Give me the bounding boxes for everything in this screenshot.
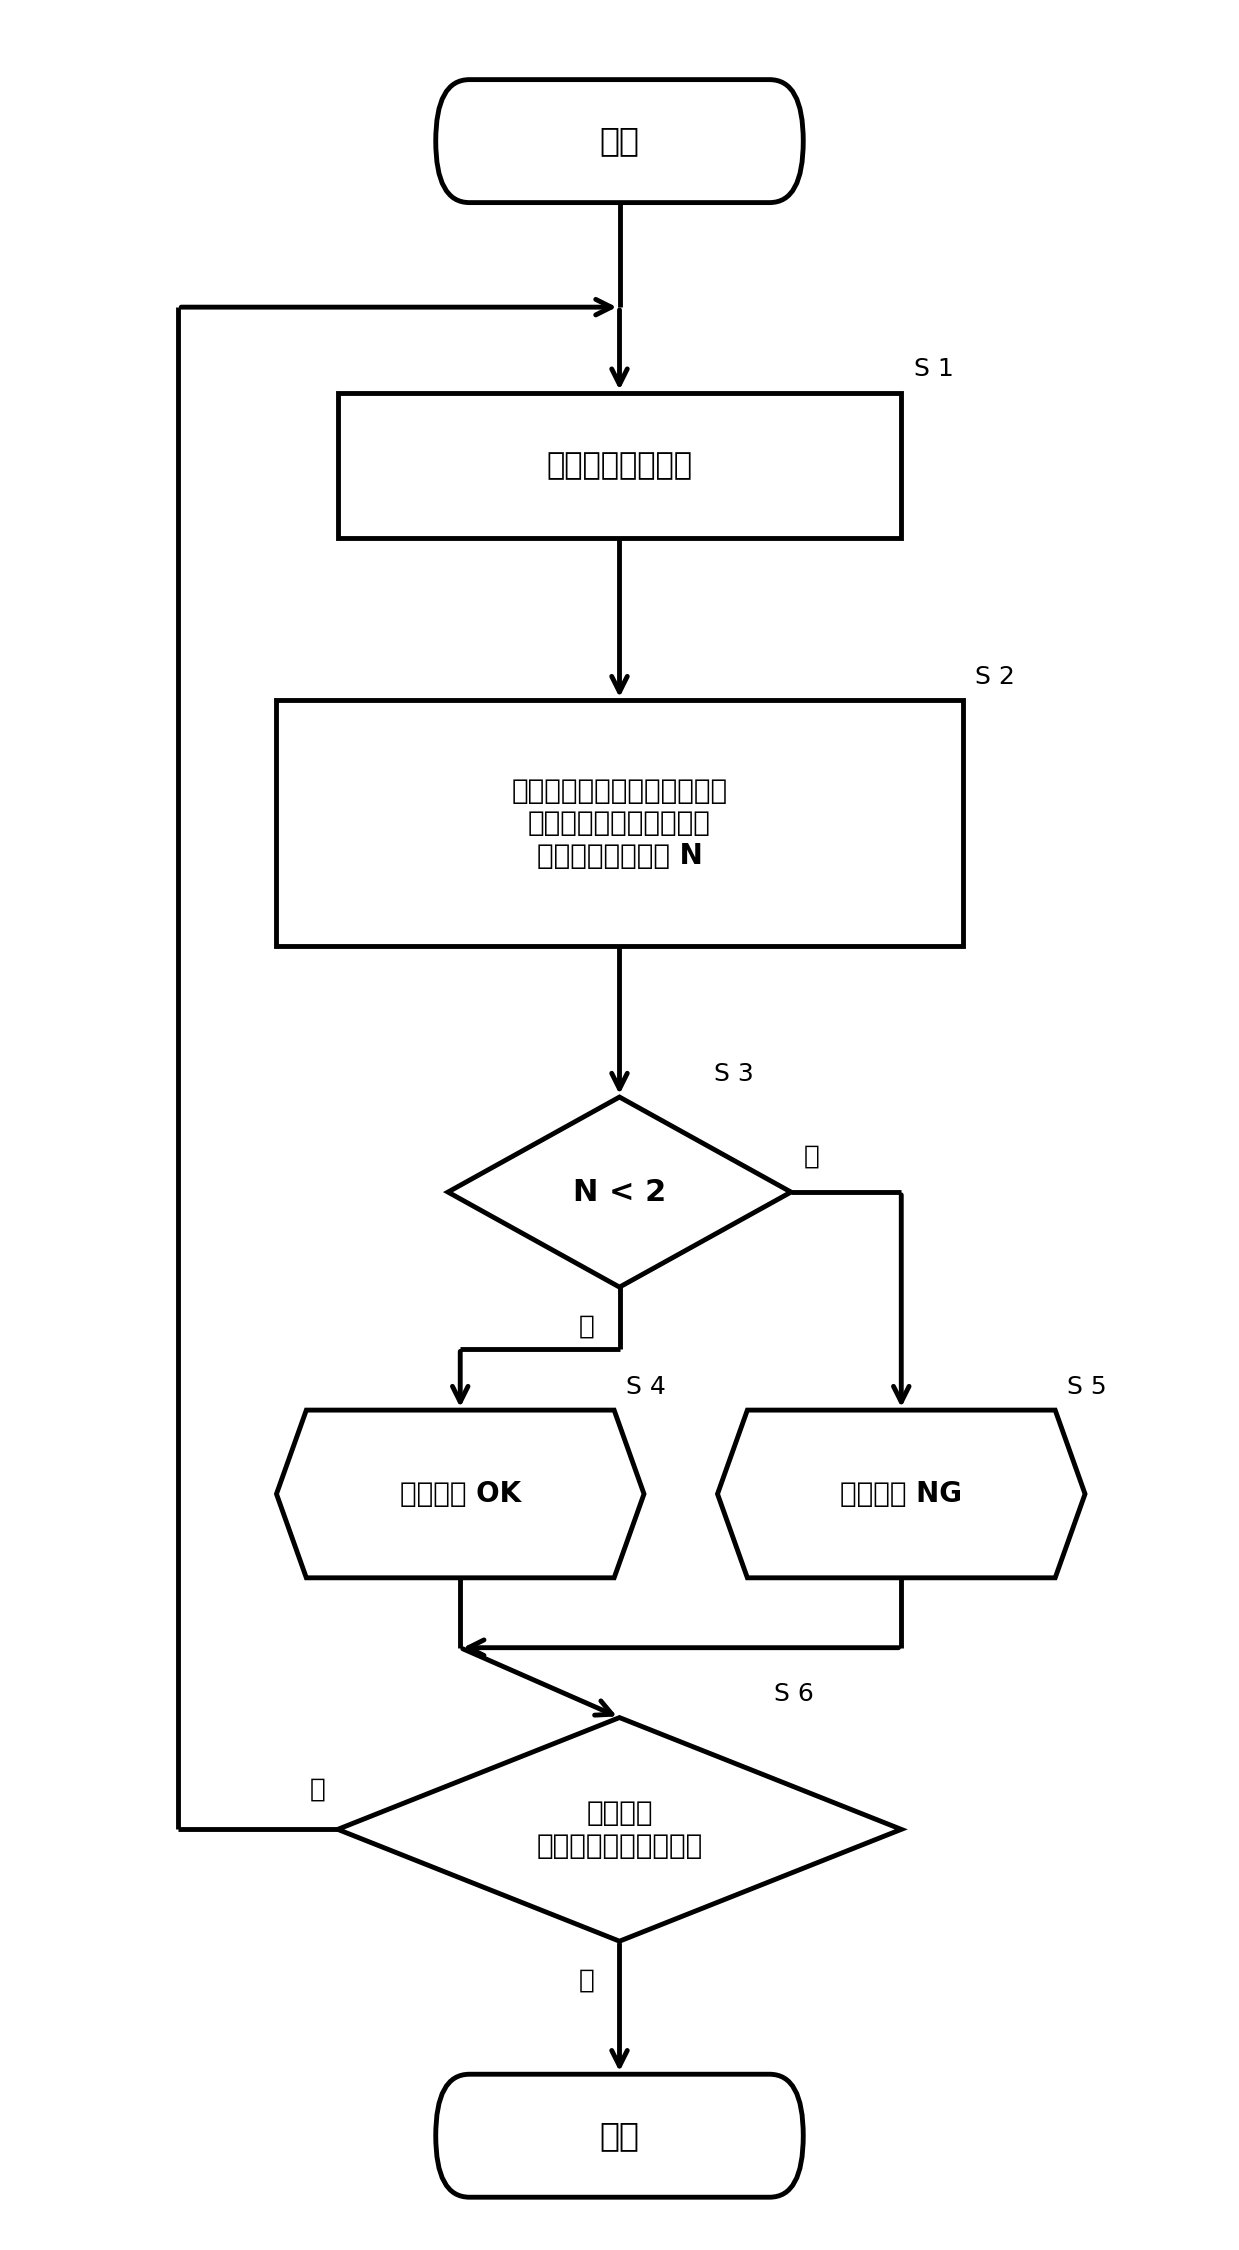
Polygon shape: [276, 1411, 644, 1577]
Text: S 4: S 4: [627, 1375, 667, 1400]
Text: S 1: S 1: [913, 358, 953, 382]
Text: 结束: 结束: [600, 2120, 639, 2153]
Text: 是否检查
完全部电源属性网络？: 是否检查 完全部电源属性网络？: [536, 1800, 703, 1858]
Text: 电源分离 OK: 电源分离 OK: [400, 1480, 520, 1508]
FancyBboxPatch shape: [436, 79, 803, 202]
FancyBboxPatch shape: [436, 2074, 803, 2198]
Text: N < 2: N < 2: [572, 1177, 667, 1206]
Text: 是: 是: [579, 1969, 595, 1994]
Text: 电源属性网络检查: 电源属性网络检查: [546, 450, 693, 479]
Text: S 2: S 2: [975, 666, 1015, 688]
Text: S 3: S 3: [714, 1062, 753, 1087]
Polygon shape: [717, 1411, 1085, 1577]
Text: 否: 否: [310, 1778, 326, 1802]
Polygon shape: [449, 1098, 790, 1287]
Text: 计算与检查出的电源属性网络
相连接的半导体集成电路
及连接器的部件数 N: 计算与检查出的电源属性网络 相连接的半导体集成电路 及连接器的部件数 N: [512, 776, 727, 868]
Text: 是: 是: [579, 1314, 595, 1341]
Text: S 5: S 5: [1068, 1375, 1108, 1400]
Text: 电源分离 NG: 电源分离 NG: [840, 1480, 963, 1508]
Bar: [276, 700, 963, 945]
Text: 否: 否: [803, 1143, 819, 1170]
Text: 开始: 开始: [600, 124, 639, 158]
Bar: [338, 394, 901, 538]
Polygon shape: [338, 1717, 901, 1942]
Text: S 6: S 6: [774, 1683, 814, 1706]
